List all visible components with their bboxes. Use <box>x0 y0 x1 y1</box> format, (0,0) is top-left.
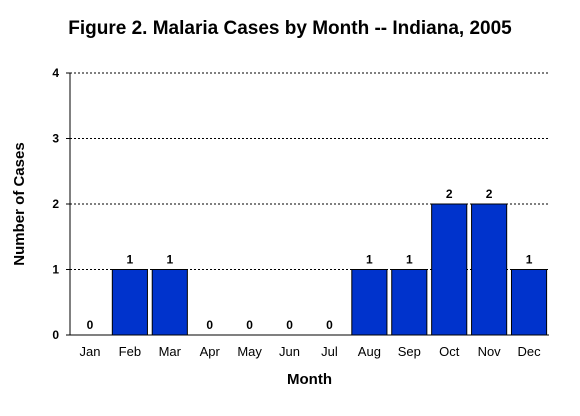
x-tick-label: Dec <box>517 344 541 359</box>
data-label: 1 <box>526 253 533 267</box>
data-label: 2 <box>446 187 453 201</box>
data-labels: 0 1 1 0 0 0 0 1 1 2 2 1 <box>87 187 533 332</box>
data-label: 0 <box>206 318 213 332</box>
x-axis-title: Month <box>287 371 332 388</box>
y-tick-label: 0 <box>52 328 59 342</box>
y-tick-label: 2 <box>52 197 59 211</box>
data-label: 1 <box>166 253 173 267</box>
bar-mar <box>151 269 188 336</box>
x-tick-label: May <box>237 344 262 359</box>
x-tick-label: Mar <box>159 344 182 359</box>
bars <box>111 203 548 336</box>
data-label: 1 <box>366 253 373 267</box>
x-tick-label: Jan <box>79 344 100 359</box>
x-tick-label: Apr <box>200 344 221 359</box>
data-label: 0 <box>87 318 94 332</box>
y-tick-labels: 0 1 2 3 4 <box>52 66 70 342</box>
x-tick-labels: Jan Feb Mar Apr May Jun Jul Aug Sep Oct Nov Dec <box>79 344 541 359</box>
bar-feb <box>111 269 148 336</box>
y-tick-label: 3 <box>52 132 59 146</box>
x-tick-label: Nov <box>478 344 502 359</box>
x-tick-label: Feb <box>119 344 141 359</box>
data-label: 2 <box>486 187 493 201</box>
y-tick-label: 1 <box>52 263 59 277</box>
bar-oct <box>431 203 468 336</box>
x-tick-label: Oct <box>439 344 460 359</box>
y-tick-label: 4 <box>52 66 59 80</box>
bar-sep <box>391 269 428 336</box>
bar-dec <box>510 269 548 336</box>
x-tick-label: Sep <box>398 344 421 359</box>
bar-nov <box>471 203 508 336</box>
x-tick-label: Jun <box>279 344 300 359</box>
data-label: 0 <box>326 318 333 332</box>
data-label: 0 <box>286 318 293 332</box>
bar-aug <box>351 269 388 336</box>
x-tick-label: Aug <box>358 344 381 359</box>
data-label: 0 <box>246 318 253 332</box>
x-tick-label: Jul <box>321 344 338 359</box>
data-label: 1 <box>406 253 413 267</box>
data-label: 1 <box>127 253 134 267</box>
y-axis-title: Number of Cases <box>11 142 28 265</box>
chart-title: Figure 2. Malaria Cases by Month -- Indi… <box>68 18 512 39</box>
